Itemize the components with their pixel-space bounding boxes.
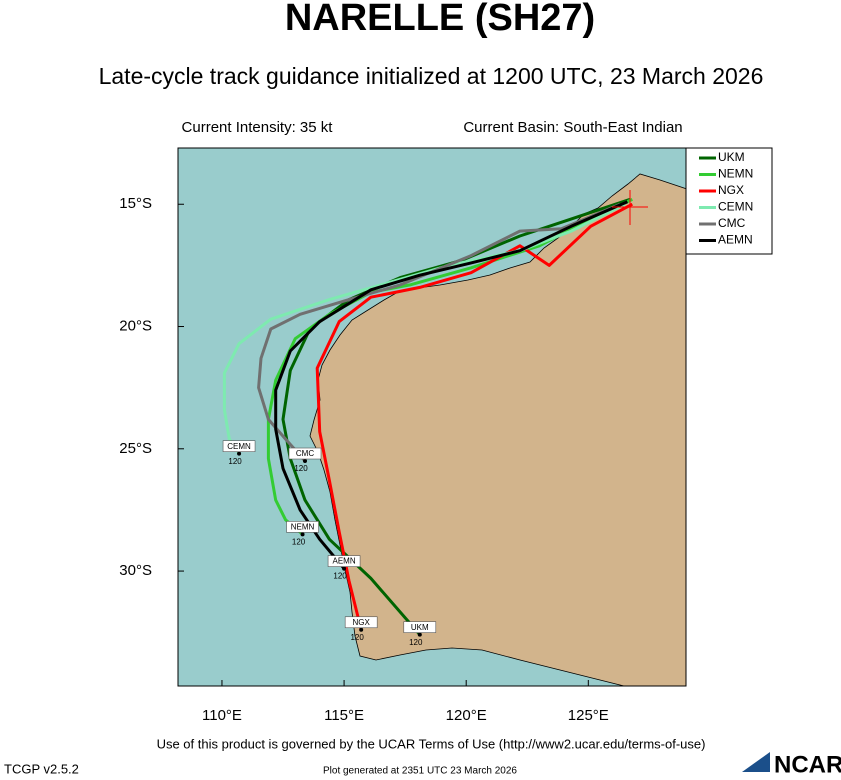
intensity-note: Current Intensity: 35 kt (182, 119, 334, 136)
x-tick-label: 115°E (324, 707, 364, 724)
x-tick-label: 110°E (202, 707, 242, 724)
track-line (315, 202, 634, 631)
end-label-hour: 120 (294, 464, 308, 473)
end-label-box (403, 621, 437, 633)
logo-mark (742, 752, 770, 772)
end-label-name: UKM (411, 623, 429, 632)
version: TCGP v2.5.2 (4, 761, 79, 776)
track-line (281, 197, 631, 636)
generated-note: Plot generated at 2351 UTC 23 March 2026 (323, 766, 517, 777)
tracks (222, 197, 634, 637)
end-label-box (327, 555, 361, 567)
legend-label: CEMN (718, 200, 753, 214)
x-tick-label: 120°E (446, 707, 487, 724)
legend-label: NEMN (718, 167, 753, 181)
basin-note: Current Basin: South-East Indian (463, 119, 682, 136)
x-tick-label: 125°E (568, 707, 609, 724)
track-end-point (237, 451, 242, 456)
legend: UKM NEMN NGX CEMN CMC AEMN (699, 150, 753, 247)
end-label-name: CEMN (227, 442, 251, 451)
end-label-box (222, 440, 256, 452)
chart-title: NARELLE (SH27) (285, 0, 595, 39)
footer-terms: Use of this product is governed by the U… (157, 736, 706, 751)
end-label-box (288, 447, 322, 460)
track-line (257, 202, 621, 462)
track-line (274, 200, 628, 570)
chart-subtitle: Late-cycle track guidance initialized at… (99, 63, 764, 89)
end-label-hour: 120 (333, 572, 347, 581)
track-end-point (342, 566, 347, 571)
logo-text: NCAR (774, 751, 841, 778)
end-label-name: NEMN (291, 522, 315, 531)
end-label-box (286, 521, 319, 533)
plot-frame (177, 147, 687, 687)
end-label-name: NGX (353, 618, 371, 627)
ncar-logo: NCAR (742, 751, 841, 778)
end-label-hour: 120 (292, 537, 306, 546)
current-position (612, 190, 648, 225)
end-label-name: AEMN (333, 557, 356, 566)
track-end-point (300, 532, 305, 537)
legend-label: NGX (718, 183, 744, 197)
end-label-hour: 120 (350, 633, 364, 642)
track-end-point (303, 459, 307, 464)
end-label-box (344, 616, 378, 629)
y-tick-label: 25°S (119, 440, 152, 457)
track-end-point (417, 632, 422, 637)
track-line (266, 198, 633, 536)
y-tick-label: 30°S (119, 562, 152, 579)
legend-label: CMC (718, 216, 746, 230)
y-tick-label: 20°S (119, 317, 152, 334)
y-tick-label: 15°S (119, 195, 152, 212)
legend-label: UKM (718, 150, 745, 164)
end-label-hour: 120 (228, 457, 242, 466)
legend-box (685, 147, 773, 255)
end-label-hour: 120 (409, 638, 423, 647)
track-end-point (359, 627, 364, 632)
end-label-name: CMC (296, 449, 314, 458)
legend-label: AEMN (718, 233, 753, 247)
